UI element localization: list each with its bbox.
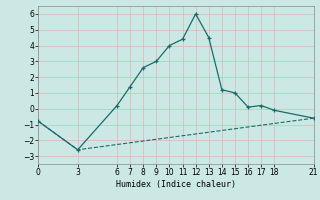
X-axis label: Humidex (Indice chaleur): Humidex (Indice chaleur) <box>116 180 236 189</box>
